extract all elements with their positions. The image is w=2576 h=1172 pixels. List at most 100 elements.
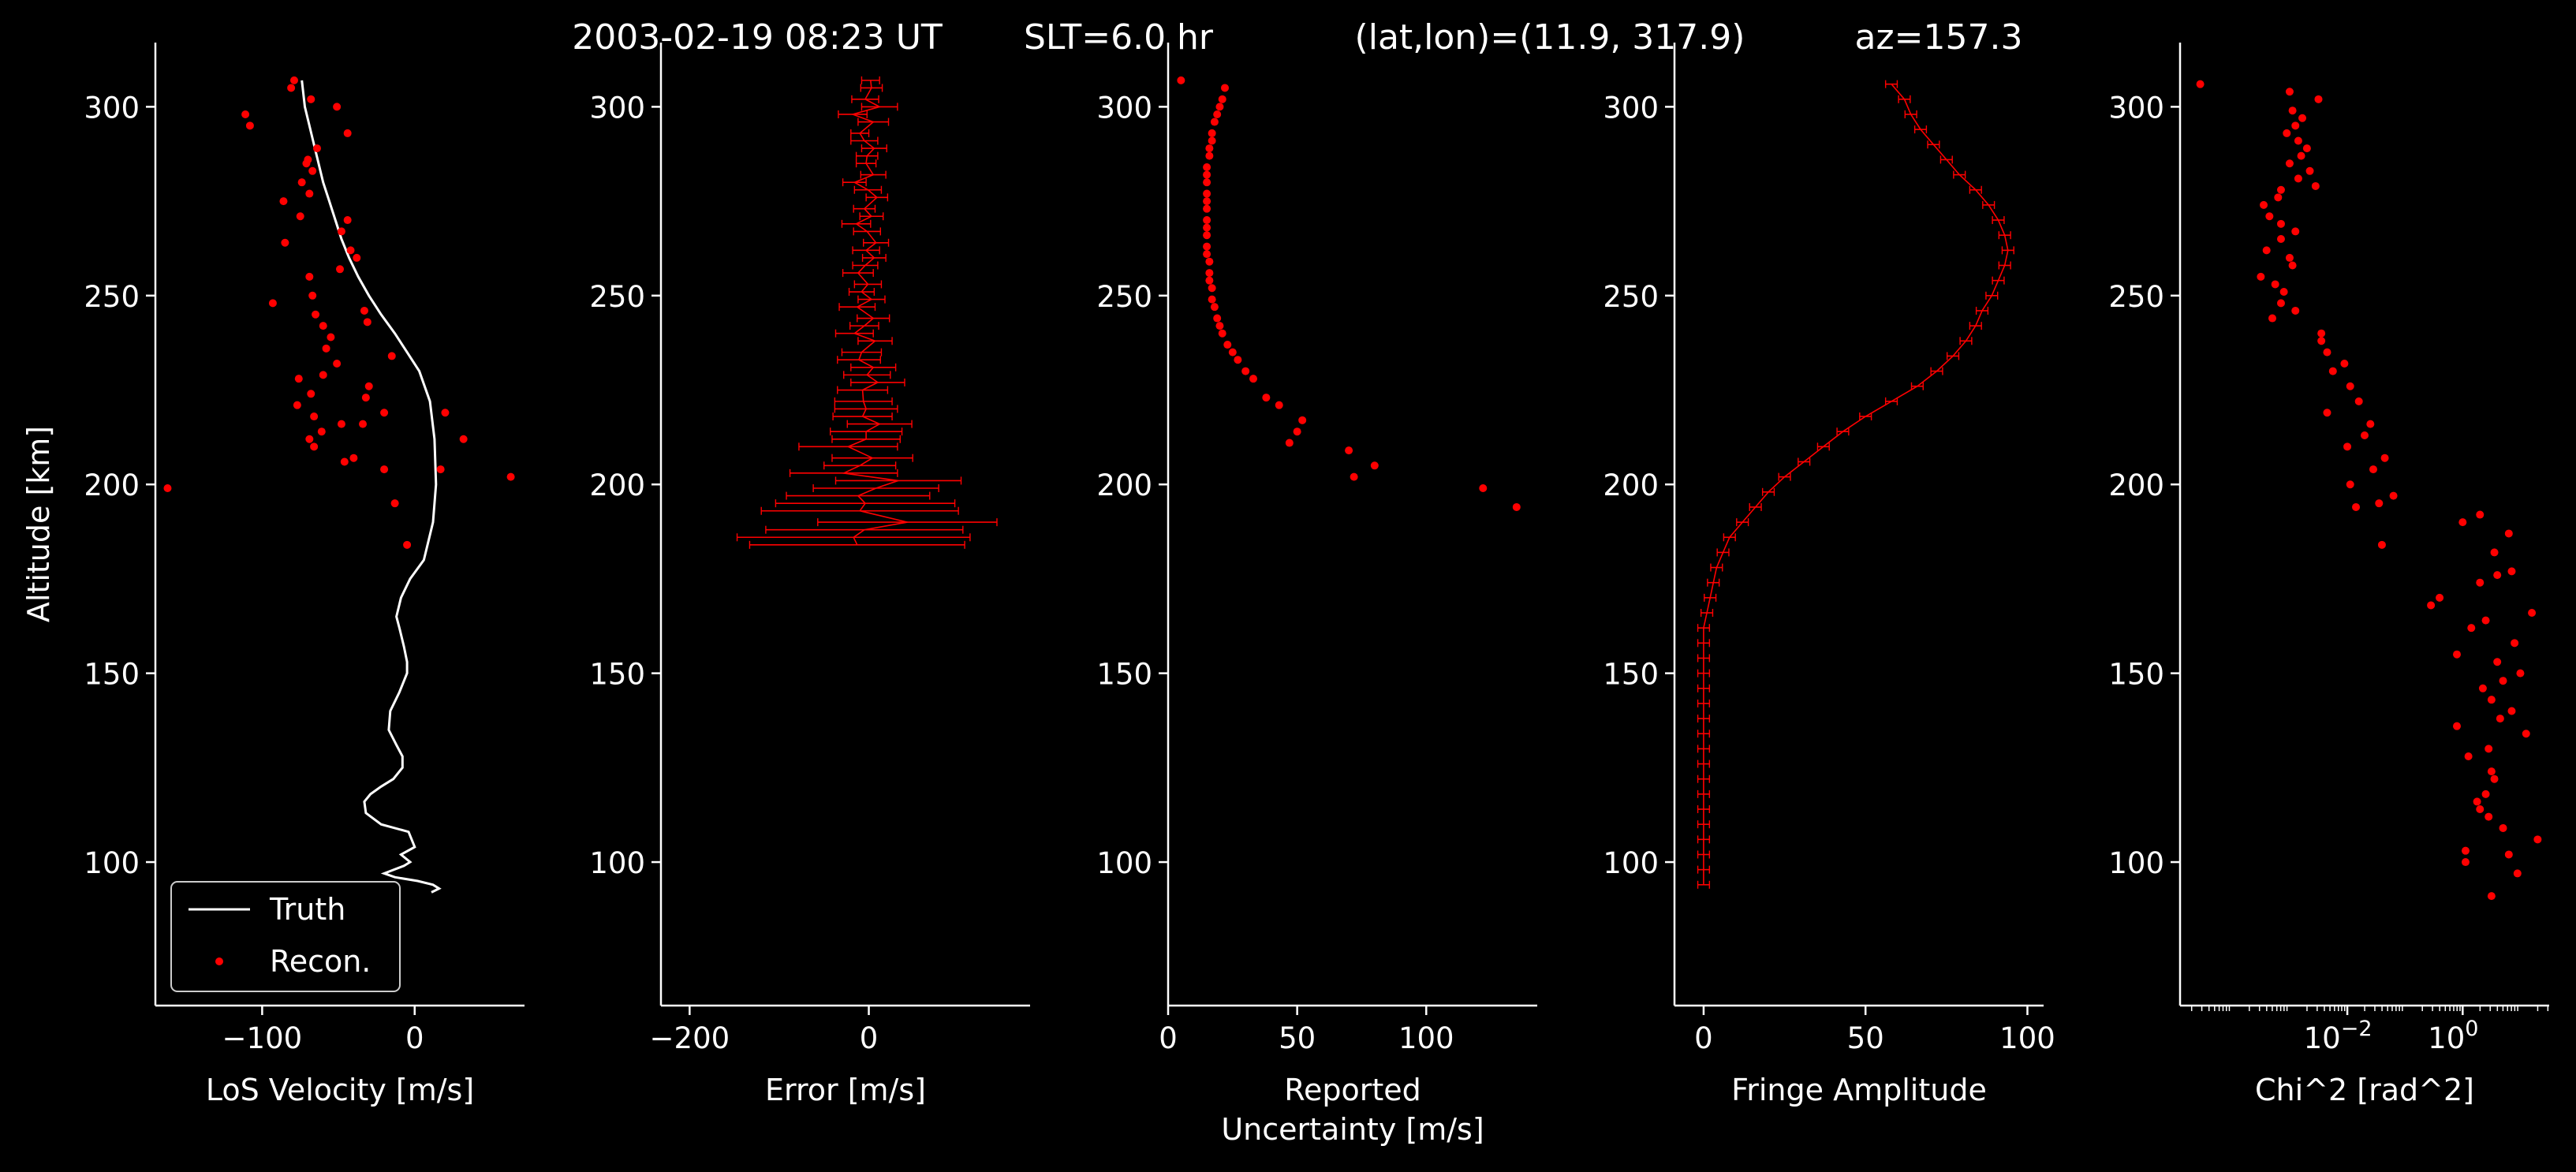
data-point [336,265,344,274]
y-tick-label: 250 [1603,280,1659,314]
data-point [2361,431,2369,439]
data-point [2366,420,2375,428]
data-point [1345,446,1353,455]
data-point [2305,166,2314,175]
data-point [2504,529,2513,538]
data-point [2461,858,2470,867]
x-tick-label: 100 [1398,1021,1454,1055]
y-tick-label: 150 [589,658,645,692]
data-point [459,435,468,443]
y-tick-label: 150 [1603,658,1659,692]
figure-title: 2003-02-19 08:23 UT SLT=6.0 hr (lat,lon)… [572,17,2022,58]
data-point [2288,261,2297,270]
data-point [2476,805,2485,814]
y-tick-label: 100 [1603,846,1659,880]
data-point [2476,578,2485,587]
series-2 [163,76,515,549]
panel-2: 100 150 200 250 300 −200 0 Error [m/s] [589,43,1030,1107]
data-point [1241,367,1250,375]
data-point [2528,609,2537,618]
data-point [312,144,321,153]
y-tick-label: 100 [2108,846,2164,880]
y-tick-label: 150 [2108,658,2164,692]
data-point [2323,409,2331,417]
data-point [1210,303,1219,312]
data-point [2516,669,2525,677]
data-point [2276,185,2285,194]
data-point [2276,234,2285,243]
data-point [337,420,345,428]
data-point [1285,439,1294,447]
y-tick-label: 300 [589,91,645,125]
data-point [2493,658,2502,666]
data-point [2328,367,2337,375]
data-point [2302,144,2311,153]
data-point [281,238,289,247]
data-point [390,499,399,508]
data-point [349,453,358,462]
data-point [2499,677,2507,685]
data-point [2297,151,2305,160]
data-point [2476,510,2485,519]
y-tick-label: 150 [1096,658,1152,692]
data-point [2276,219,2285,228]
y-tick-label: 250 [1096,280,1152,314]
data-point [327,333,335,342]
data-point [308,291,317,300]
data-point [1203,216,1211,225]
data-point [1228,348,1237,356]
data-point [308,166,317,175]
data-point [363,318,371,327]
data-point [2487,696,2496,704]
data-point [2354,397,2363,405]
data-point [2511,639,2519,648]
data-point [2496,715,2504,723]
data-point [322,344,330,353]
data-point [1208,136,1216,145]
data-point [2487,892,2496,901]
data-point [312,310,320,319]
series-1 [1697,80,2014,889]
data-point [441,409,450,417]
data-point [2487,767,2496,776]
data-point [380,409,389,417]
data-point [2346,382,2354,390]
data-point [2485,745,2493,753]
data-point [1293,427,1301,436]
data-point [2533,835,2542,844]
data-point [1203,250,1211,259]
x-tick-label: 0 [405,1021,424,1055]
data-point [2507,707,2516,715]
y-tick-label: 200 [589,468,645,502]
data-point [2262,246,2271,255]
data-point [2317,337,2326,345]
data-point [506,472,515,481]
data-point [2274,193,2283,202]
data-point [346,246,355,255]
data-point [2436,593,2444,602]
data-point [2260,200,2268,209]
data-point [340,457,349,466]
data-point [1215,322,1224,330]
data-point [2464,752,2473,760]
panels: 100 150 200 250 300 −100 0 LoS Velocity [m/s] Al… [21,43,2549,1147]
x-tick-label: 50 [1279,1021,1316,1055]
data-point [2285,88,2294,96]
data-point [289,76,298,84]
y-axis-label: Altitude [km] [21,426,56,622]
data-point [163,484,172,493]
data-point [2380,453,2389,462]
data-point [279,197,288,206]
legend-label: Recon. [270,944,371,979]
y-tick-label: 100 [84,846,140,880]
x-axis-label: Uncertainty [m/s] [1221,1112,1484,1147]
data-point [1208,129,1216,137]
x-tick-label: 0 [860,1021,879,1055]
data-point [2283,129,2291,137]
data-point [1221,84,1229,92]
data-point [2352,502,2361,511]
data-point [2271,280,2279,289]
y-tick-label: 250 [589,280,645,314]
